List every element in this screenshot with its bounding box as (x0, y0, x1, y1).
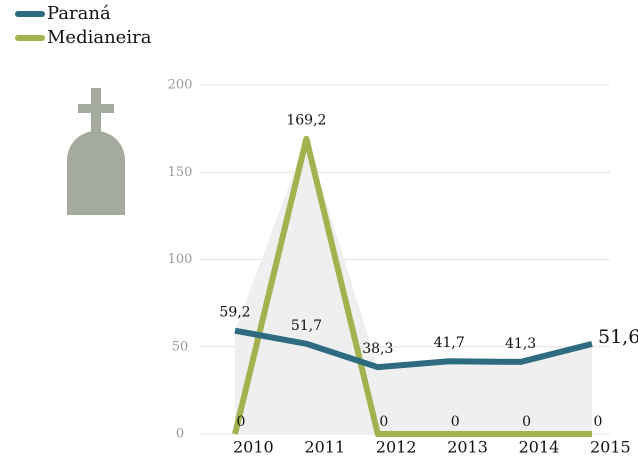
x-tick-label: 2015 (590, 438, 631, 457)
value-label: 0 (237, 414, 246, 430)
value-label: 51,7 (291, 318, 322, 334)
value-label: 38,3 (362, 341, 393, 357)
y-tick-label: 200 (168, 78, 193, 93)
legend-label: Medianeira (47, 27, 152, 48)
value-label: 59,2 (219, 305, 250, 321)
y-tick-label: 100 (168, 252, 193, 267)
series-line (234, 327, 593, 371)
value-label: 51,6 (598, 326, 638, 348)
y-tick-label: 0 (176, 427, 184, 442)
value-label: 41,7 (434, 335, 465, 351)
value-label: 169,2 (286, 113, 326, 129)
value-label: 41,3 (505, 336, 536, 352)
y-tick-label: 50 (172, 339, 189, 354)
x-tick-label: 2013 (447, 438, 488, 457)
x-tick-label: 2011 (304, 438, 345, 457)
series-line (232, 135, 592, 437)
tombstone-icon (67, 88, 125, 215)
legend-label: Paraná (47, 3, 111, 24)
background-area (235, 138, 592, 434)
x-tick-label: 2014 (519, 438, 560, 457)
value-label: 0 (522, 414, 531, 430)
x-tick-label: 2012 (376, 438, 417, 457)
value-label: 0 (379, 414, 388, 430)
x-tick-label: 2010 (233, 438, 274, 457)
y-tick-label: 150 (168, 165, 193, 180)
value-label: 0 (594, 414, 603, 430)
value-label: 0 (451, 414, 460, 430)
